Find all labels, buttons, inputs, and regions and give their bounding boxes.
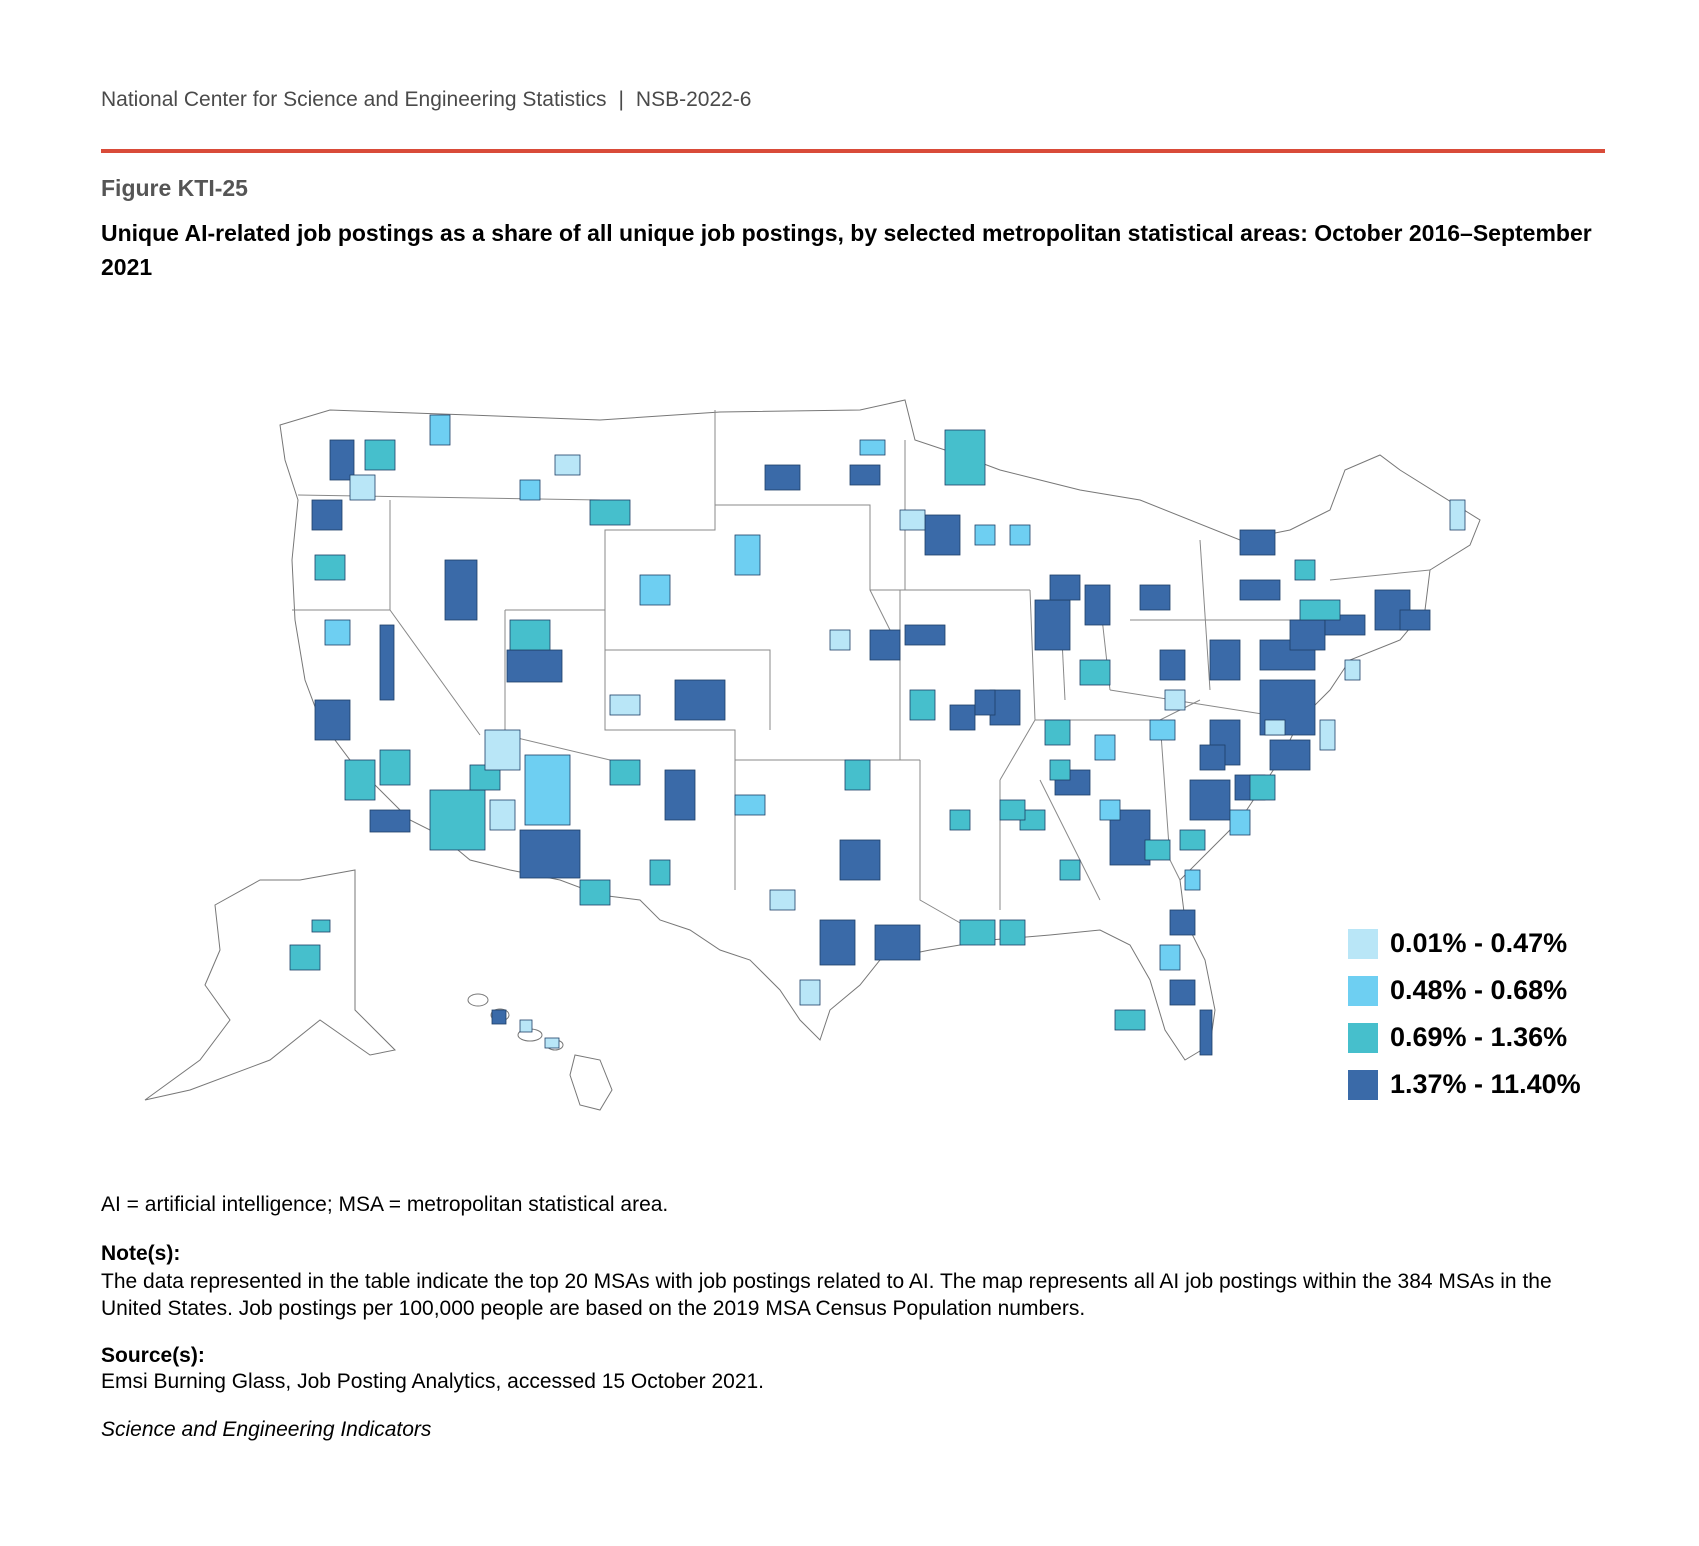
hawaii-outline <box>467 993 613 1111</box>
report-header: National Center for Science and Engineer… <box>101 88 751 112</box>
org-name: National Center for Science and Engineer… <box>101 88 607 111</box>
legend-item-4: 1.37% - 11.40% <box>1348 1061 1581 1108</box>
us-outline <box>279 399 1481 1061</box>
msa-areas <box>289 414 1466 1056</box>
series-name: Science and Engineering Indicators <box>101 1418 432 1441</box>
legend-swatch-1 <box>1348 928 1378 959</box>
abbreviations: AI = artificial intelligence; MSA = metr… <box>101 1193 669 1216</box>
alaska-outline <box>144 869 397 1101</box>
legend-label-2: 0.48% - 0.68% <box>1390 975 1568 1005</box>
header-separator: | <box>618 88 624 111</box>
us-msa-map <box>144 399 1481 1111</box>
legend-swatch-4 <box>1348 1069 1378 1100</box>
legend-swatch-3 <box>1348 1022 1378 1053</box>
figure-label: Figure KTI-25 <box>101 175 248 201</box>
legend-label-1: 0.01% - 0.47% <box>1390 928 1568 958</box>
legend-item-1: 0.01% - 0.47% <box>1348 920 1581 967</box>
source-text: Emsi Burning Glass, Job Posting Analytic… <box>101 1370 765 1393</box>
report-id: NSB-2022-6 <box>635 88 752 111</box>
note-heading: Note(s): <box>101 1242 181 1265</box>
legend-swatch-2 <box>1348 975 1378 1006</box>
legend-item-2: 0.48% - 0.68% <box>1348 967 1581 1014</box>
map-legend: 0.01% - 0.47% 0.48% - 0.68% 0.69% - 1.36… <box>1348 920 1581 1108</box>
source-heading: Source(s): <box>101 1344 205 1367</box>
note-text: The data represented in the table indica… <box>101 1270 1552 1320</box>
legend-label-3: 0.69% - 1.36% <box>1390 1022 1568 1052</box>
legend-item-3: 0.69% - 1.36% <box>1348 1014 1581 1061</box>
legend-label-4: 1.37% - 11.40% <box>1390 1069 1581 1099</box>
figure-title: Unique AI-related job postings as a shar… <box>101 220 1592 280</box>
header-rule <box>101 149 1605 153</box>
